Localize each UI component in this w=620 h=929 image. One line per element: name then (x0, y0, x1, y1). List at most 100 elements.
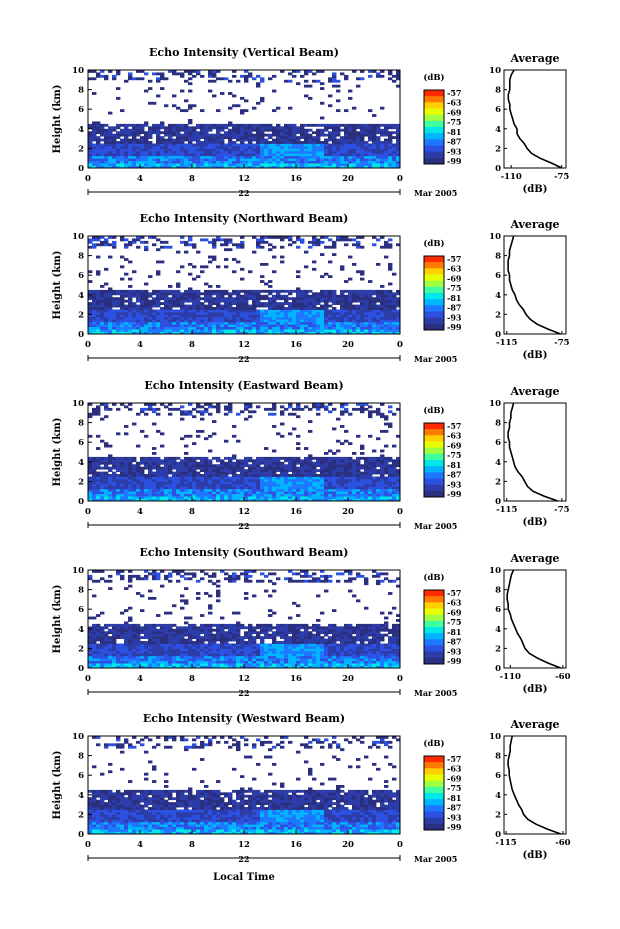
colorbar-swatch (424, 590, 444, 597)
y-tick-label: 2 (78, 144, 84, 154)
x-tick-label: 0 (85, 174, 91, 184)
profile-y-tick-label: 4 (495, 791, 501, 801)
profile-y-tick-label: 6 (495, 605, 501, 615)
x-tick-label: 12 (238, 840, 250, 850)
colorbar-tick: -93 (447, 479, 462, 489)
colorbar-unit: (dB) (423, 738, 444, 749)
chart-title: Echo Intensity (Southward Beam) (140, 546, 349, 559)
y-tick-label: 10 (72, 232, 84, 242)
profile-y-tick-label: 6 (495, 438, 501, 448)
profile-y-tick-label: 8 (495, 586, 501, 596)
chart-title: Echo Intensity (Eastward Beam) (144, 379, 343, 392)
profile-y-tick-label: 4 (495, 625, 501, 635)
colorbar-frame (423, 755, 445, 831)
y-tick-label: 4 (78, 625, 84, 635)
colorbar-tick: -57 (447, 88, 461, 98)
profile-y-tick-label: 2 (495, 310, 501, 320)
profile-y-tick-label: 0 (495, 497, 501, 507)
profile-y-tick-label: 4 (495, 125, 501, 135)
day-label: 22 (238, 521, 249, 531)
colorbar-tick: -87 (447, 303, 461, 313)
x-tick-label: 4 (137, 340, 143, 350)
x-tick-label: 20 (342, 674, 354, 684)
y-tick-label: 0 (78, 497, 84, 507)
x-tick-label: 16 (290, 840, 302, 850)
y-tick-label: 10 (72, 566, 84, 576)
profile-y-tick-label: 8 (495, 419, 501, 429)
colorbar-swatch (424, 435, 444, 442)
heatmap-field (88, 403, 401, 502)
colorbar-swatch (424, 639, 444, 646)
date-label: Mar 2005 (414, 354, 457, 364)
y-tick-label: 4 (78, 291, 84, 301)
date-label: Mar 2005 (414, 188, 457, 198)
x-tick-label: 8 (189, 507, 195, 517)
colorbar-tick: -99 (447, 156, 462, 166)
colorbar-swatch (424, 429, 444, 436)
colorbar-tick: -99 (447, 656, 462, 666)
panel-4: Echo Intensity (Southward Beam) 0 2 4 6 8 10 He… (52, 546, 571, 698)
colorbar-tick: -57 (447, 754, 461, 764)
colorbar-swatch (424, 633, 444, 640)
colorbar-swatch (424, 447, 444, 455)
colorbar-tick: -57 (447, 254, 461, 264)
colorbar-swatch (424, 120, 444, 128)
heatmap-field (88, 570, 401, 669)
colorbar-tick: -87 (447, 470, 461, 480)
colorbar-unit: (dB) (423, 72, 444, 83)
colorbar-tick: -69 (447, 773, 462, 783)
colorbar-swatch (424, 811, 444, 819)
x-tick-label: 16 (290, 507, 302, 517)
profile-y-tick-label: 10 (489, 66, 501, 76)
y-tick-label: 8 (78, 86, 84, 96)
x-tick-label: 0 (397, 174, 403, 184)
y-tick-label: 4 (78, 125, 84, 135)
colorbar-swatch (424, 627, 444, 634)
y-tick-label: 0 (78, 664, 84, 674)
colorbar-swatch (424, 151, 444, 159)
x-tick-label: 12 (238, 174, 250, 184)
y-tick-label: 10 (72, 399, 84, 409)
y-tick-label: 6 (78, 105, 84, 115)
colorbar-swatch (424, 645, 444, 653)
colorbar-swatch (424, 484, 444, 492)
colorbar-tick: -63 (447, 264, 462, 274)
colorbar-tick: -93 (447, 812, 462, 822)
colorbar-tick: -63 (447, 431, 462, 441)
x-axis-label: Local Time (213, 872, 275, 883)
x-tick-label: 20 (342, 340, 354, 350)
colorbar: -57-63-69-75-81-87-93-99 (423, 254, 462, 332)
profile-y-tick-label: 10 (489, 232, 501, 242)
colorbar-tick: -69 (447, 607, 462, 617)
colorbar-frame (423, 255, 445, 331)
colorbar-swatch (424, 139, 444, 146)
x-tick-label: 12 (238, 507, 250, 517)
colorbar-swatch (424, 108, 444, 116)
colorbar-swatch (424, 793, 444, 800)
x-tick-label: 16 (290, 674, 302, 684)
profile-title: Average (509, 718, 559, 731)
x-tick-label: 12 (238, 674, 250, 684)
day-label: 22 (238, 188, 249, 198)
colorbar-swatch (424, 114, 444, 122)
colorbar-swatch (424, 478, 444, 486)
y-tick-label: 8 (78, 752, 84, 762)
colorbar-unit: (dB) (423, 572, 444, 583)
colorbar-swatch (424, 262, 444, 269)
y-tick-label: 4 (78, 458, 84, 468)
colorbar-swatch (424, 299, 444, 306)
colorbar: -57-63-69-75-81-87-93-99 (423, 588, 462, 666)
y-tick-label: 10 (72, 732, 84, 742)
colorbar-tick: -81 (447, 127, 461, 137)
profile-y-tick-label: 0 (495, 330, 501, 340)
colorbar-swatch (424, 441, 444, 449)
colorbar-swatch (424, 96, 444, 103)
day-label: 22 (238, 688, 249, 698)
profile-frame (503, 402, 567, 502)
profile-y-tick-label: 6 (495, 271, 501, 281)
profile-frame (503, 235, 567, 335)
colorbar-frame (423, 89, 445, 165)
profile-x-label: (dB) (523, 684, 548, 695)
colorbar-swatch (424, 274, 444, 282)
